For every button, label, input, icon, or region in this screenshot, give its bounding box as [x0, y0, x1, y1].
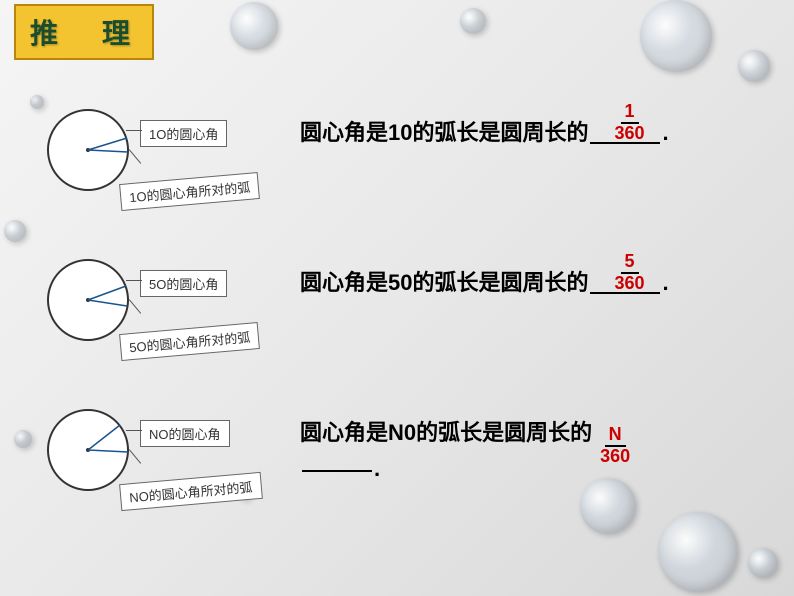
- connector-line: [126, 280, 142, 281]
- blank: [302, 470, 372, 472]
- fraction: 1 360: [610, 102, 648, 144]
- blank: [590, 142, 660, 144]
- fraction: 5 360: [610, 252, 648, 294]
- section-3: NO的圆心角NO的圆心角所对的弧: [40, 400, 140, 500]
- water-bubble: [580, 478, 636, 534]
- water-bubble: [14, 430, 32, 448]
- angle-label: NO的圆心角: [140, 420, 230, 447]
- sentence-text: 圆心角是10的弧长是圆周长的: [300, 115, 588, 147]
- water-bubble: [640, 0, 712, 72]
- denominator: 360: [596, 447, 634, 467]
- sentence-text: 圆心角是50的弧长是圆周长的: [300, 265, 588, 297]
- sentence-2: 圆心角是50的弧长是圆周长的 5 360 .: [300, 265, 669, 297]
- water-bubble: [658, 512, 738, 592]
- connector-line: [126, 130, 142, 131]
- connector-line: [126, 430, 142, 431]
- blank: [590, 292, 660, 294]
- angle-label: 5O的圆心角: [140, 270, 227, 297]
- water-bubble: [748, 548, 778, 578]
- water-bubble: [460, 8, 486, 34]
- numerator: 1: [620, 102, 638, 124]
- sentence-1: 圆心角是10的弧长是圆周长的 1 360 .: [300, 115, 669, 147]
- section-2: 5O的圆心角5O的圆心角所对的弧: [40, 250, 140, 350]
- sentence-3: 圆心角是N0的弧长是圆周长的 N 360: [300, 415, 638, 467]
- arc-label: NO的圆心角所对的弧: [119, 472, 262, 511]
- title-text: 推 理: [30, 18, 138, 49]
- water-bubble: [230, 2, 278, 50]
- period: .: [662, 270, 668, 296]
- numerator: N: [605, 425, 626, 447]
- water-bubble: [738, 50, 770, 82]
- numerator: 5: [620, 252, 638, 274]
- water-bubble: [4, 220, 26, 242]
- arc-label: 1O的圆心角所对的弧: [119, 172, 260, 211]
- arc-label: 5O的圆心角所对的弧: [119, 322, 260, 361]
- title-badge: 推 理: [14, 4, 154, 60]
- period: .: [662, 120, 668, 146]
- fraction: N 360: [596, 425, 634, 467]
- sentence-text: 圆心角是N0的弧长是圆周长的: [300, 415, 592, 447]
- angle-label: 1O的圆心角: [140, 120, 227, 147]
- section-1: 1O的圆心角1O的圆心角所对的弧: [40, 100, 140, 200]
